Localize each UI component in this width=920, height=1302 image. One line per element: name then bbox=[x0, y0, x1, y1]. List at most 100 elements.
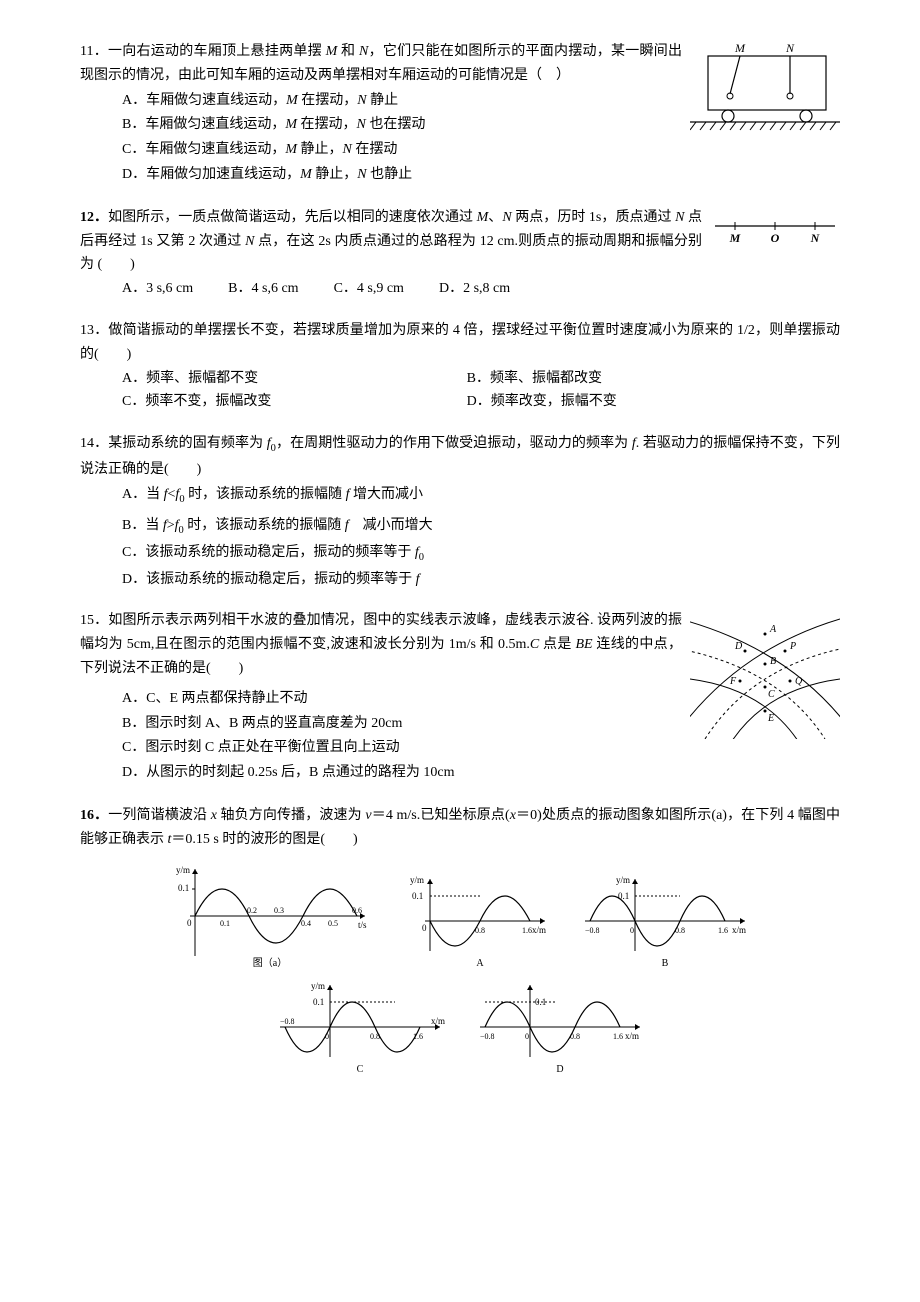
t: 两点，历时 1s，质点通过 bbox=[512, 210, 675, 225]
q12-num: 12． bbox=[80, 210, 108, 225]
amp: 0.1 bbox=[535, 997, 546, 1007]
question-13: 13．做简谐振动的单摆摆长不变，若摆球质量增加为原来的 4 倍，摆球经过平衡位置… bbox=[80, 319, 840, 414]
tk: 0.8 bbox=[570, 1032, 580, 1041]
fig-m: M bbox=[729, 231, 741, 245]
t: ＝0.15 s 时的波形的图是( ) bbox=[171, 832, 357, 847]
m: M bbox=[285, 117, 297, 132]
n: N bbox=[502, 210, 511, 225]
q13-stem: 13．做简谐振动的单摆摆长不变，若摆球质量增加为原来的 4 倍，摆球经过平衡位置… bbox=[80, 319, 840, 367]
panel-c: y/m 0.1 x/m −0.8 0 0.8 1.6 C bbox=[275, 977, 445, 1077]
amp: 0.1 bbox=[412, 891, 423, 901]
tk: 0 bbox=[630, 926, 634, 935]
opt-c: C．车厢做匀速直线运动，M 静止，N 在摆动 bbox=[122, 138, 840, 162]
yl: y/m bbox=[616, 875, 630, 885]
opt-b: B．当 f>f0 时，该振动系统的振幅随 f 减小而增大 bbox=[122, 514, 840, 540]
t: 也在摆动 bbox=[366, 117, 426, 132]
tk: 1.6 bbox=[413, 1032, 423, 1041]
t: 和 bbox=[337, 44, 359, 59]
fig-label-m: M bbox=[734, 41, 746, 55]
t: 静止 bbox=[367, 93, 399, 108]
lbl: C bbox=[357, 1064, 364, 1075]
tk: −0.8 bbox=[585, 926, 600, 935]
xl: x/m bbox=[431, 1016, 445, 1026]
opt-b: B．4 s,6 cm bbox=[228, 277, 298, 301]
q15-figure: A D P B F Q C E bbox=[690, 609, 840, 739]
q11-figure: M N bbox=[690, 40, 840, 140]
tk: 0.8 bbox=[370, 1032, 380, 1041]
t: 某振动系统的固有频率为 bbox=[108, 436, 267, 451]
opt-c: C．图示时刻 C 点正处在平衡位置且向上运动 bbox=[122, 736, 840, 760]
t: B．车厢做匀速直线运动， bbox=[122, 117, 285, 132]
m: M bbox=[300, 167, 312, 182]
q14-num: 14． bbox=[80, 436, 108, 451]
lblB: B bbox=[770, 656, 776, 667]
t: > bbox=[167, 518, 175, 533]
q14-stem: 14．某振动系统的固有频率为 f0，在周期性驱动力的作用下做受迫振动，驱动力的频… bbox=[80, 432, 840, 481]
panel-b: y/m 0.1 x/m −0.8 0 0.8 1.6 B bbox=[580, 871, 750, 971]
xl: t/s bbox=[358, 920, 367, 930]
lblD: D bbox=[734, 641, 743, 652]
tk: 0 bbox=[325, 1032, 329, 1041]
t: 增大而减小 bbox=[349, 487, 423, 502]
m: M bbox=[285, 142, 297, 157]
t: C．车厢做匀速直线运动， bbox=[122, 142, 285, 157]
be: BE bbox=[575, 637, 592, 652]
opt-a: A．3 s,6 cm bbox=[122, 277, 193, 301]
tk: 0.4 bbox=[301, 919, 311, 928]
opt-b: B．频率、振幅都改变 bbox=[467, 367, 812, 391]
tk: −0.8 bbox=[280, 1017, 295, 1026]
tk: 0.2 bbox=[247, 906, 257, 915]
zero: 0 bbox=[187, 918, 192, 928]
t: 时，该振动系统的振幅随 bbox=[184, 518, 345, 533]
t: 在摆动 bbox=[352, 142, 398, 157]
opt-a: A．当 f<f0 时，该振动系统的振幅随 f 增大而减小 bbox=[122, 483, 840, 509]
tk: 0.8 bbox=[675, 926, 685, 935]
opt-d: D．该振动系统的振动稳定后，振动的频率等于 f bbox=[122, 568, 840, 592]
tk: 1.6 bbox=[718, 926, 728, 935]
tk: 0.5 bbox=[328, 919, 338, 928]
q13-options: A．频率、振幅都不变 B．频率、振幅都改变 C．频率不变，振幅改变 D．频率改变… bbox=[80, 367, 840, 415]
q15-body: A D P B F Q C E 15．如图所示表示两列相干水波的叠加情况，图中的… bbox=[80, 609, 840, 786]
t: 静止， bbox=[312, 167, 358, 182]
t: 、 bbox=[488, 210, 502, 225]
t: D．车厢做匀加速直线运动， bbox=[122, 167, 300, 182]
opt-d: D．从图示的时刻起 0.25s 后，B 点通过的路程为 10cm bbox=[122, 761, 840, 785]
t: 在摆动， bbox=[298, 93, 358, 108]
lblE: E bbox=[767, 713, 774, 724]
amp: 0.1 bbox=[313, 997, 324, 1007]
yl: y/m bbox=[176, 865, 190, 875]
n: N bbox=[357, 117, 366, 132]
f: f bbox=[416, 572, 420, 587]
tk: 1.6 bbox=[522, 926, 532, 935]
question-11: M N bbox=[80, 40, 840, 188]
question-15: A D P B F Q C E 15．如图所示表示两列相干水波的叠加情况，图中的… bbox=[80, 609, 840, 786]
lblP: P bbox=[789, 641, 796, 652]
m: M bbox=[326, 44, 338, 59]
fig-o: O bbox=[771, 231, 780, 245]
amp: 0.1 bbox=[178, 883, 189, 893]
amp: 0.1 bbox=[618, 891, 629, 901]
q13-num: 13． bbox=[80, 323, 108, 338]
m: M bbox=[286, 93, 298, 108]
xl: x/m bbox=[532, 925, 546, 935]
opt-c: C．频率不变，振幅改变 bbox=[122, 390, 467, 414]
s: 0 bbox=[419, 552, 424, 563]
t: C．该振动系统的振动稳定后，振动的频率等于 bbox=[122, 545, 415, 560]
t: D．该振动系统的振动稳定后，振动的频率等于 bbox=[122, 572, 416, 587]
t: 减小而增大 bbox=[349, 518, 433, 533]
n: N bbox=[357, 93, 366, 108]
lblF: F bbox=[729, 676, 737, 687]
opt-d: D．频率改变，振幅不变 bbox=[467, 390, 812, 414]
t: 一向右运动的车厢顶上悬挂两单摆 bbox=[108, 44, 326, 59]
lblC: C bbox=[768, 689, 775, 700]
t: ＝4 m/s.已知坐标原点( bbox=[372, 808, 510, 823]
t: B．当 bbox=[122, 518, 163, 533]
q12-options: A．3 s,6 cm B．4 s,6 cm C．4 s,9 cm D．2 s,8… bbox=[80, 277, 840, 301]
yl: y/m bbox=[311, 981, 325, 991]
q16-stem: 16．一列简谐横波沿 x 轴负方向传播，波速为 v＝4 m/s.已知坐标原点(x… bbox=[80, 804, 840, 852]
panel-d: 0.1 x/m −0.8 0 0.8 1.6 D bbox=[475, 977, 645, 1077]
tk: 0.1 bbox=[220, 919, 230, 928]
tk: 1.6 bbox=[613, 1032, 623, 1041]
t: A．车厢做匀速直线运动， bbox=[122, 93, 286, 108]
lbl: B bbox=[662, 958, 669, 969]
